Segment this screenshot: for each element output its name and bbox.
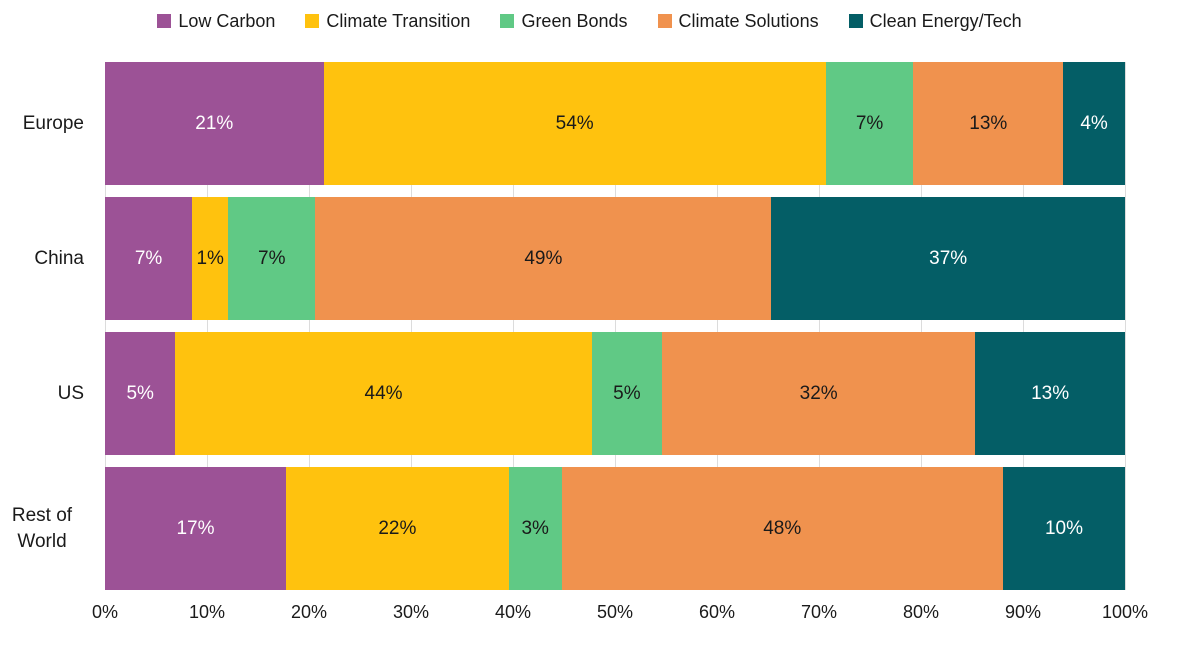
- x-tick-30: 30%: [392, 602, 430, 622]
- legend-label: Clean Energy/Tech: [869, 11, 1022, 31]
- legend-label: Green Bonds: [521, 11, 628, 31]
- gridline: [512, 62, 514, 590]
- segment-us-low-carbon: 5%: [105, 332, 176, 455]
- category-label-europe: Europe: [22, 112, 84, 134]
- segment-us-green-bonds: 5%: [591, 332, 663, 455]
- bar-row-europe: 21% 54% 7% 13% 4%: [105, 62, 1126, 185]
- segment-rest-of-world-low-carbon: 17%: [105, 467, 286, 590]
- data-label: 32%: [799, 383, 838, 404]
- gridline: [716, 62, 718, 590]
- gridline: [410, 62, 412, 590]
- segment-europe-green-bonds: 7%: [825, 62, 914, 185]
- legend-item-green-bonds: Green Bonds: [500, 11, 628, 31]
- legend: Low Carbon Climate Transition Green Bonds C…: [0, 12, 1179, 30]
- data-label: 7%: [855, 113, 884, 134]
- data-label: 7%: [258, 248, 286, 269]
- data-label: 37%: [929, 248, 968, 269]
- legend-label: Climate Solutions: [678, 11, 819, 31]
- plot-area: 21% 54% 7% 13% 4% 7% 1% 7% 49% 37% 5% 44% 5% 32% 13% 17…: [104, 62, 1126, 590]
- data-label: 5%: [613, 383, 641, 404]
- data-label: 21%: [195, 113, 234, 134]
- data-label: 48%: [763, 518, 802, 539]
- legend-swatch-icon: [157, 14, 172, 28]
- data-label: 17%: [176, 518, 215, 539]
- gridline: [1022, 62, 1024, 590]
- segment-europe-clean-energy-tech: 4%: [1063, 62, 1126, 185]
- category-label-cell: US: [0, 332, 93, 455]
- segment-rest-of-world-climate-transition: 22%: [285, 467, 509, 590]
- gridline: [104, 62, 106, 590]
- gridline: [818, 62, 820, 590]
- x-tick-10: 10%: [188, 602, 226, 622]
- segment-us-clean-energy-tech: 13%: [975, 332, 1126, 455]
- segment-china-climate-transition: 1%: [192, 197, 229, 320]
- legend-item-clean-energy-tech: Clean Energy/Tech: [848, 11, 1022, 31]
- category-label-cell: Europe: [0, 62, 93, 185]
- data-label: 10%: [1044, 518, 1083, 539]
- category-axis: Europe China US Rest of World: [0, 62, 93, 590]
- bar-row-china: 7% 1% 7% 49% 37%: [105, 197, 1125, 320]
- x-tick-80: 80%: [902, 602, 940, 622]
- segment-europe-climate-solutions: 13%: [913, 62, 1064, 185]
- data-label: 7%: [134, 248, 163, 269]
- legend-item-climate-solutions: Climate Solutions: [657, 11, 819, 31]
- data-label: 3%: [521, 518, 549, 539]
- data-label: 13%: [1031, 383, 1070, 404]
- x-tick-90: 90%: [1004, 602, 1042, 622]
- legend-item-low-carbon: Low Carbon: [157, 12, 275, 30]
- legend-item-climate-transition: Climate Transition: [305, 12, 470, 30]
- category-label-cell: Rest of World: [0, 467, 93, 590]
- data-label: 5%: [126, 383, 154, 404]
- x-tick-20: 20%: [290, 602, 328, 622]
- x-tick-70: 70%: [800, 602, 838, 622]
- value-axis: 0% 10% 20% 30% 40% 50% 60% 70% 80% 90% 100%: [92, 602, 1148, 627]
- bar-rows: 21% 54% 7% 13% 4% 7% 1% 7% 49% 37% 5% 44% 5% 32% 13% 17…: [105, 62, 1126, 590]
- segment-rest-of-world-climate-solutions: 48%: [561, 467, 1003, 590]
- legend-label: Climate Transition: [326, 11, 471, 31]
- legend-label: Low Carbon: [178, 11, 276, 31]
- data-label: 49%: [524, 248, 563, 269]
- bar-row-rest-of-world: 17% 22% 3% 48% 10%: [105, 467, 1126, 590]
- segment-china-low-carbon: 7%: [105, 197, 193, 320]
- segment-us-climate-transition: 44%: [175, 332, 592, 455]
- x-tick-100: 100%: [1101, 602, 1149, 622]
- gridline: [920, 62, 922, 590]
- x-tick-60: 60%: [698, 602, 736, 622]
- segment-rest-of-world-green-bonds: 3%: [508, 467, 562, 590]
- x-tick-50: 50%: [596, 602, 634, 622]
- segment-rest-of-world-clean-energy-tech: 10%: [1002, 467, 1126, 590]
- category-label-cell: China: [0, 197, 93, 320]
- segment-us-climate-solutions: 32%: [662, 332, 976, 455]
- data-label: 4%: [1080, 113, 1108, 134]
- category-label-us: US: [57, 382, 84, 404]
- legend-swatch-icon: [305, 14, 320, 28]
- bar-row-us: 5% 44% 5% 32% 13%: [105, 332, 1126, 455]
- segment-china-green-bonds: 7%: [228, 197, 316, 320]
- data-label: 13%: [969, 113, 1008, 134]
- legend-swatch-icon: [500, 14, 515, 28]
- x-tick-0: 0%: [91, 602, 119, 622]
- segment-europe-climate-transition: 54%: [323, 62, 826, 185]
- category-label-china: China: [34, 247, 84, 269]
- legend-swatch-icon: [657, 14, 672, 28]
- segment-china-clean-energy-tech: 37%: [771, 197, 1125, 320]
- data-label: 54%: [555, 113, 594, 134]
- data-label: 22%: [378, 518, 417, 539]
- segment-china-climate-solutions: 49%: [315, 197, 772, 320]
- gridline: [614, 62, 616, 590]
- legend-swatch-icon: [848, 14, 863, 28]
- data-label: 44%: [364, 383, 403, 404]
- gridline: [1124, 62, 1126, 590]
- gridline: [308, 62, 310, 590]
- category-label-rest-of-world: Rest of World: [11, 504, 73, 552]
- x-tick-40: 40%: [494, 602, 532, 622]
- data-label: 1%: [196, 248, 224, 269]
- segment-europe-low-carbon: 21%: [105, 62, 324, 185]
- gridline: [206, 62, 208, 590]
